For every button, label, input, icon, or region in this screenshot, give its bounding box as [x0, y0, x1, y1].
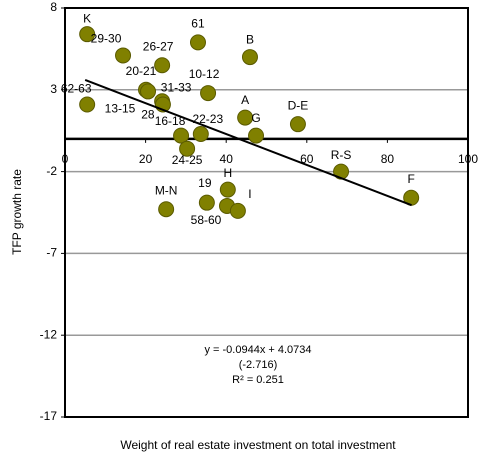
point-label: 20-21: [126, 64, 157, 78]
point-label: 19: [198, 176, 212, 190]
point-label: G: [251, 111, 260, 125]
y-tick-label: -17: [40, 409, 58, 423]
annotation: y = -0.0944x + 4.0734: [204, 344, 311, 356]
point-label: 31-33: [161, 80, 192, 94]
point: [219, 181, 236, 198]
x-tick-label: 40: [220, 152, 234, 166]
point: [192, 125, 209, 142]
point-label: 29-30: [91, 32, 122, 46]
point-label: I: [248, 187, 251, 201]
point-label: 10-12: [189, 67, 220, 81]
y-tick-label: -12: [40, 327, 58, 341]
y-axis-title: TFP growth rate: [10, 169, 24, 255]
point-label: 61: [191, 17, 205, 31]
point: [115, 47, 132, 64]
x-tick-label: 60: [300, 152, 314, 166]
point: [179, 140, 196, 157]
point: [79, 26, 96, 43]
point: [229, 202, 246, 219]
point-label: 16-18: [155, 114, 186, 128]
y-tick-label: 8: [50, 0, 57, 14]
point-label: B: [246, 32, 254, 46]
x-tick-label: 0: [62, 152, 69, 166]
point: [158, 201, 175, 218]
annotation: R² = 0.251: [232, 374, 284, 386]
annotation: (-2.716): [239, 359, 278, 371]
point: [241, 49, 258, 66]
point: [79, 96, 96, 113]
x-axis-title: Weight of real estate investment on tota…: [120, 438, 396, 452]
point-label: 24-25: [172, 153, 203, 167]
point: [237, 109, 254, 126]
point: [154, 57, 171, 74]
point-label: H: [223, 166, 232, 180]
trendline: [84, 79, 412, 207]
x-tick-label: 20: [139, 152, 153, 166]
point-label: A: [241, 93, 249, 107]
point-label: M-N: [155, 183, 178, 197]
plot-border: [64, 7, 469, 418]
point-label: F: [408, 172, 415, 186]
point-label: 22-23: [192, 112, 223, 126]
x-tick-label: 80: [381, 152, 395, 166]
point: [289, 116, 306, 133]
point: [200, 85, 217, 102]
point-label: 13-15: [105, 102, 136, 116]
point-label: 58-60: [191, 213, 222, 227]
point-label: K: [83, 11, 91, 25]
point: [173, 127, 190, 144]
point-label: 28: [141, 108, 155, 122]
x-tick-label: 100: [458, 152, 478, 166]
point-label: D-E: [288, 98, 309, 112]
point-label: R-S: [331, 148, 352, 162]
point: [248, 127, 265, 144]
y-tick-label: -7: [46, 246, 57, 260]
y-tick-label: -2: [46, 164, 57, 178]
point-label: 26-27: [143, 39, 174, 53]
point: [189, 34, 206, 51]
point-label: 62-63: [61, 82, 92, 96]
point: [198, 194, 215, 211]
y-tick-label: 3: [50, 82, 57, 96]
point: [140, 83, 157, 100]
